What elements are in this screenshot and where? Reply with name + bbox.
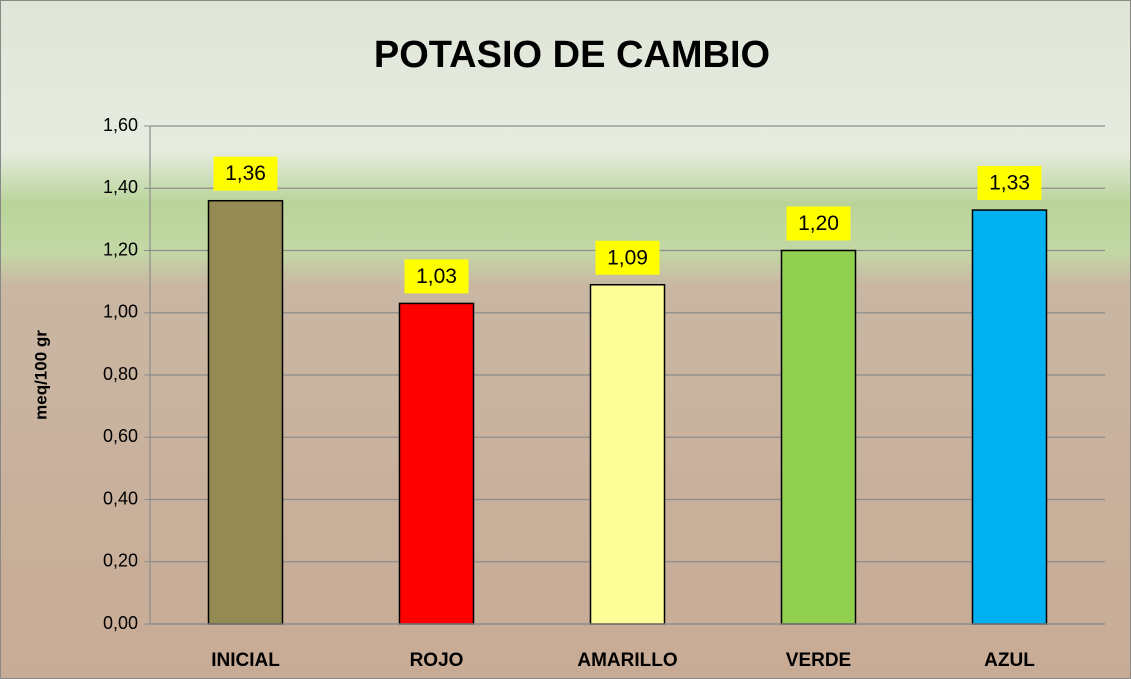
x-tick-label: AMARILLO (577, 650, 677, 671)
value-label-background (786, 206, 851, 241)
bar (780, 249, 857, 625)
y-tick-label: 0,80 (103, 364, 138, 384)
bar (971, 209, 1048, 625)
y-axis-label: meq/100 gr (31, 330, 50, 420)
bar (398, 302, 475, 625)
value-label-background (404, 259, 469, 294)
value-label: 1,09 (607, 246, 648, 269)
x-tick-label: INICIAL (211, 650, 280, 671)
y-tick-label: 0,60 (103, 426, 138, 446)
chart-title: POTASIO DE CAMBIO (374, 34, 770, 76)
y-tick-label: 0,40 (103, 488, 138, 508)
x-tick-label: AZUL (984, 650, 1035, 671)
value-label-background (595, 240, 660, 275)
value-label-background (213, 156, 278, 191)
y-tick-label: 1,40 (103, 177, 138, 197)
y-tick-label: 1,00 (103, 302, 138, 322)
y-tick-label: 0,00 (103, 613, 138, 633)
x-tick-label: ROJO (410, 650, 464, 671)
x-tick-label: VERDE (786, 650, 851, 671)
bar (589, 283, 666, 625)
y-tick-label: 1,60 (103, 115, 138, 135)
value-label: 1,33 (989, 172, 1030, 195)
y-tick-label: 1,20 (103, 239, 138, 259)
bar (207, 199, 284, 625)
y-tick-label: 0,20 (103, 551, 138, 571)
value-label: 1,20 (798, 212, 839, 235)
value-label: 1,36 (225, 162, 266, 185)
value-label-background (977, 166, 1042, 201)
value-label: 1,03 (416, 265, 457, 288)
